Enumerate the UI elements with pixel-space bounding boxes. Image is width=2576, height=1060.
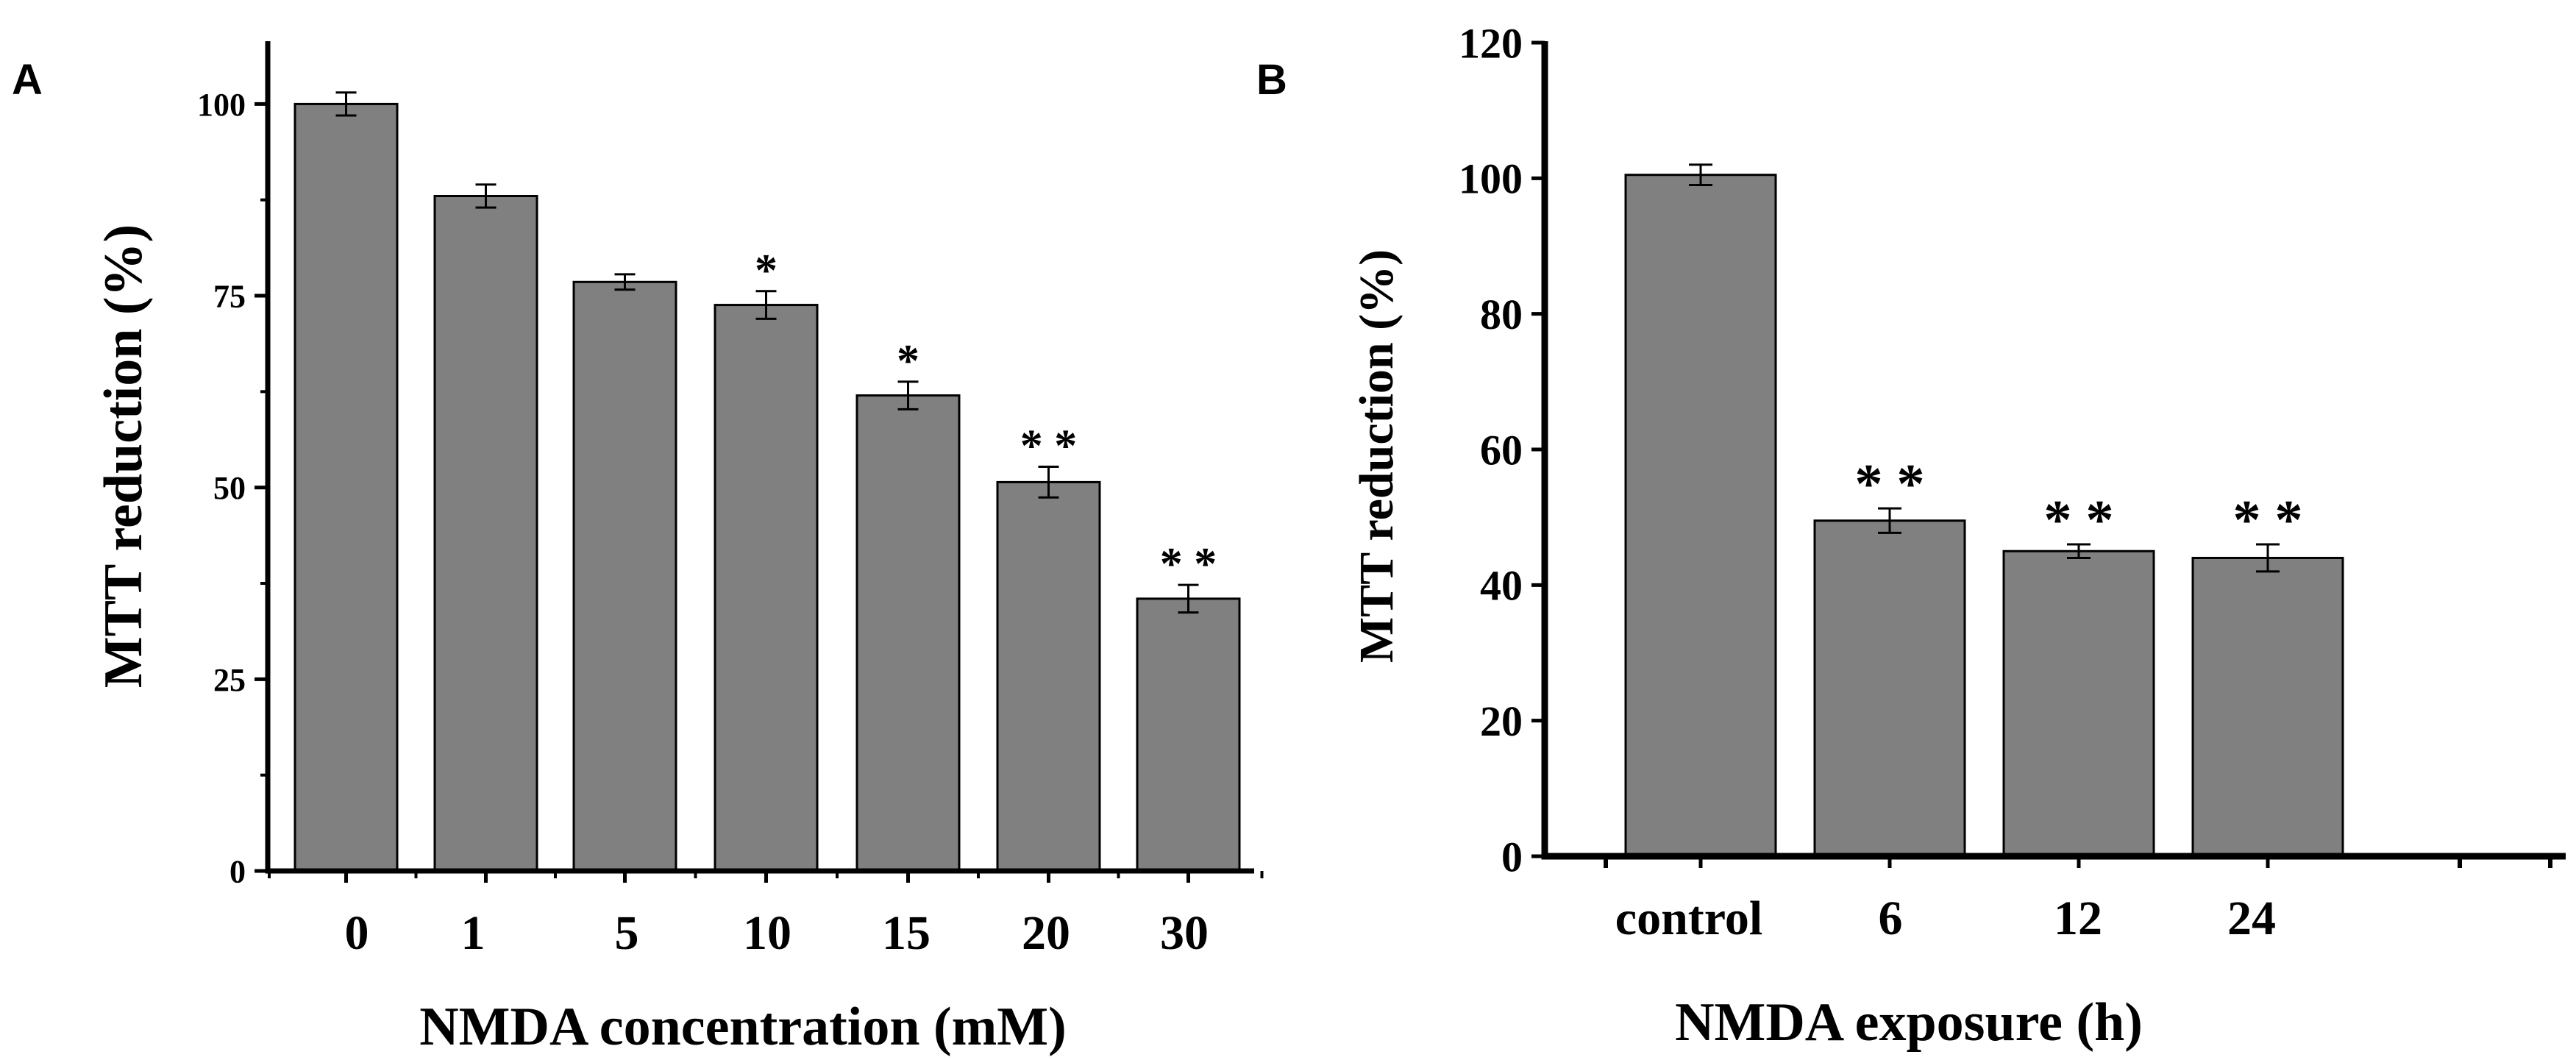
- y-axis-title: MTT reduction (%): [93, 224, 154, 688]
- y-axis-title: MTT reduction (%): [1350, 249, 1403, 663]
- error-bar: [2256, 543, 2280, 573]
- bar-12: [2002, 549, 2155, 858]
- x-tick-label: control: [1615, 892, 1762, 945]
- x-tick-label: 1: [461, 906, 485, 960]
- bar-1: [433, 195, 538, 872]
- y-tick-label: 50: [213, 470, 246, 506]
- bar-20: [996, 480, 1101, 872]
- significance-label: * *: [1020, 421, 1078, 472]
- y-tick-label: 60: [1480, 426, 1523, 474]
- error-bar: [614, 273, 636, 291]
- error-bar: [897, 380, 919, 410]
- x-axis-title: NMDA concentration (mM): [419, 997, 1067, 1057]
- x-tick-label: 0: [345, 906, 369, 960]
- significance-label: *: [755, 246, 778, 296]
- bar-30: [1136, 597, 1241, 872]
- panel-label: A: [12, 56, 43, 104]
- y-tick-label: 80: [1480, 291, 1523, 338]
- error-bar: [1038, 466, 1059, 499]
- panel-b-chart: B * * * * * * 0 20 40 60 80 100 120 control 6 12 24 MTT…: [1256, 19, 2566, 1053]
- y-tick-label: 100: [1459, 155, 1523, 203]
- significance-label: * *: [1160, 539, 1217, 589]
- x-tick-label: 20: [1022, 906, 1070, 960]
- x-tick-label: 24: [2227, 892, 2276, 945]
- error-bar: [2067, 543, 2091, 559]
- error-bar: [755, 290, 777, 320]
- panel-label: B: [1256, 56, 1287, 104]
- bar-6: [1813, 519, 1966, 858]
- y-tick-label: 40: [1480, 562, 1523, 610]
- x-tick-label: 12: [2054, 892, 2102, 945]
- x-tick-label: 30: [1160, 906, 1209, 960]
- bar-10: [714, 304, 819, 872]
- bar-control: [1624, 174, 1777, 858]
- y-tick-label: 20: [1480, 697, 1523, 745]
- significance-label: * *: [1855, 453, 1925, 515]
- y-tick-label: 0: [230, 853, 246, 889]
- bar-5: [572, 280, 677, 872]
- y-tick-label: 25: [213, 662, 246, 698]
- y-tick-label: 100: [197, 87, 246, 123]
- bar-24: [2191, 556, 2344, 858]
- x-tick-label: 10: [743, 906, 791, 960]
- error-bar: [1178, 583, 1199, 614]
- bar-0: [293, 102, 399, 872]
- bar-15: [855, 394, 961, 872]
- x-tick-label: 15: [882, 906, 931, 960]
- significance-label: * *: [2044, 489, 2114, 551]
- x-tick-label: 6: [1879, 892, 1903, 945]
- error-bar: [1878, 507, 1901, 534]
- significance-label: *: [897, 336, 919, 386]
- significance-label: * *: [2233, 489, 2303, 551]
- x-tick-label: 5: [615, 906, 639, 960]
- error-bar: [335, 91, 357, 117]
- y-tick-label: 75: [213, 278, 246, 314]
- y-tick-label: 120: [1459, 19, 1523, 67]
- error-bar: [1689, 163, 1712, 187]
- y-tick-label: 0: [1501, 833, 1523, 881]
- error-bar: [475, 183, 497, 209]
- x-axis-title: NMDA exposure (h): [1675, 992, 2143, 1053]
